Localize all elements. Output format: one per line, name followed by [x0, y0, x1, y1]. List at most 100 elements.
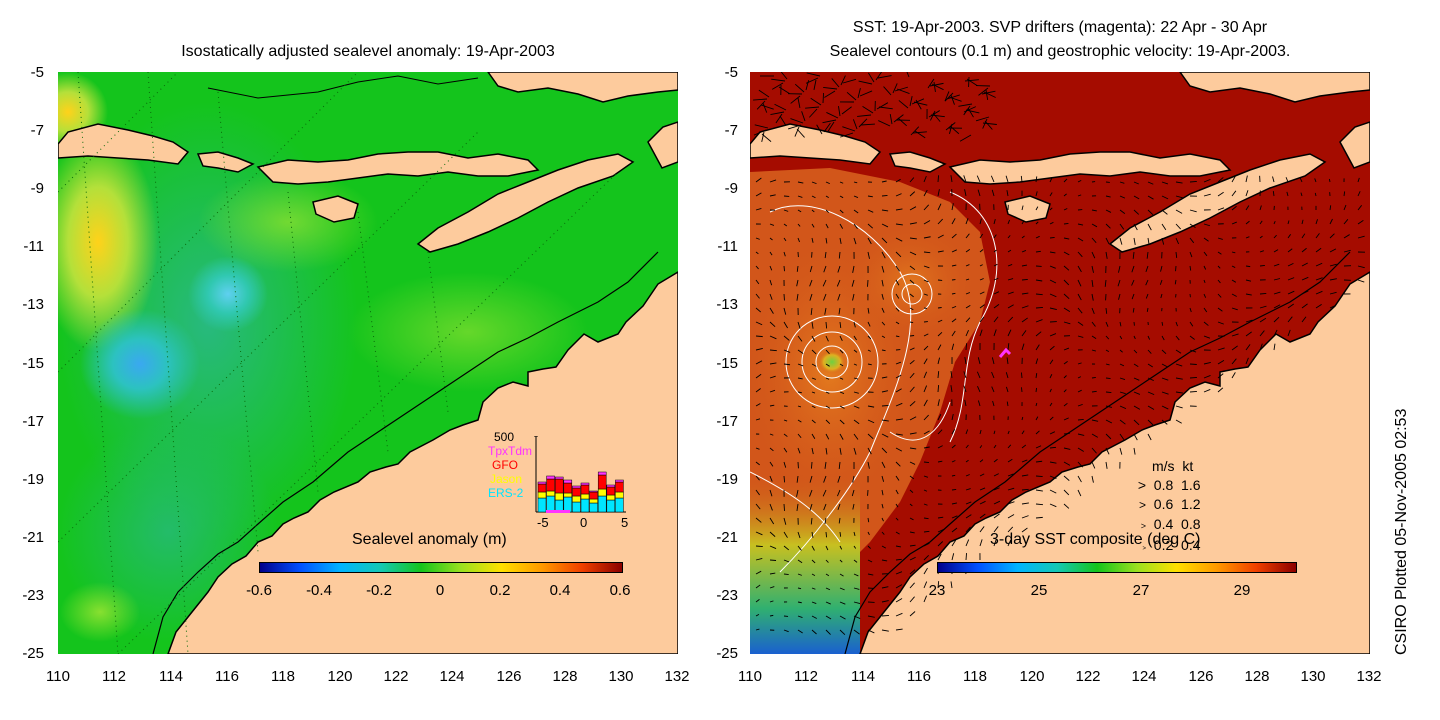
velocity-vector — [1063, 265, 1070, 271]
velocity-vector — [769, 614, 774, 617]
velocity-vector — [965, 304, 971, 309]
velocity-vector — [769, 475, 773, 482]
velocity-vector — [1035, 430, 1040, 435]
inset-xtick-5: 5 — [621, 515, 629, 530]
velocity-vector — [1315, 277, 1323, 281]
velocity-vector — [825, 335, 829, 342]
velocity-vector — [1063, 347, 1070, 351]
velocity-vector — [771, 82, 784, 90]
velocity-vector — [1077, 321, 1084, 326]
velocity-vector — [1105, 363, 1110, 366]
velocity-vector — [783, 475, 786, 483]
velocity-vector — [909, 531, 915, 534]
velocity-vector — [993, 539, 997, 547]
velocity-vector — [1091, 223, 1098, 228]
velocity-vector — [1007, 430, 1010, 435]
velocity-vector — [937, 175, 940, 183]
velocity-vector — [1091, 419, 1099, 422]
velocity-vector — [881, 545, 887, 549]
velocity-vector — [797, 433, 802, 439]
velocity-vector — [979, 473, 985, 477]
velocity-vector — [810, 97, 822, 106]
velocity-vector — [1159, 279, 1163, 285]
velocity-vector — [1217, 321, 1224, 325]
velocity-vector — [937, 319, 943, 323]
velocity-vector — [857, 114, 872, 117]
velocity-vector — [755, 347, 763, 351]
velocity-vector — [963, 105, 971, 116]
velocity-vector — [755, 265, 759, 270]
velocity-vector — [895, 447, 903, 452]
velocity-vector — [898, 100, 909, 109]
velocity-vector — [1273, 316, 1280, 323]
velocity-vector — [909, 279, 915, 284]
velocity-vector — [951, 488, 957, 491]
velocity-vector — [1231, 221, 1237, 225]
velocity-vector — [1035, 516, 1043, 519]
velocity-vector — [923, 220, 931, 225]
velocity-vector — [825, 391, 830, 394]
velocity-vector — [809, 279, 813, 287]
velocity-vector — [1063, 360, 1068, 365]
velocity-vector — [769, 572, 776, 575]
velocity-vector — [755, 475, 760, 481]
velocity-vector — [881, 180, 887, 183]
velocity-vector — [839, 447, 842, 455]
velocity-vector — [951, 305, 957, 309]
velocity-vector — [1217, 237, 1223, 240]
velocity-vector — [965, 292, 971, 295]
velocity-vector — [1245, 344, 1251, 351]
velocity-vector — [816, 124, 823, 135]
velocity-vector — [993, 526, 999, 533]
velocity-vector — [993, 291, 1000, 295]
velocity-vector — [951, 553, 955, 561]
velocity-vector — [993, 430, 996, 435]
inset-bar-segment — [589, 491, 598, 500]
velocity-vector — [1217, 251, 1222, 255]
velocity-vector — [839, 237, 842, 244]
velocity-vector — [1343, 191, 1346, 197]
velocity-vector — [783, 531, 788, 538]
velocity-vector — [1021, 387, 1023, 393]
velocity-vector — [951, 264, 957, 267]
velocity-vector — [813, 79, 817, 90]
velocity-vector — [1091, 293, 1094, 301]
velocity-vector — [909, 206, 917, 211]
velocity-vector — [1175, 349, 1182, 354]
inset-bar-segment — [572, 487, 581, 497]
velocity-vector — [927, 78, 935, 89]
velocity-vector — [839, 629, 846, 635]
velocity-vector — [811, 419, 816, 424]
velocity-vector — [1203, 389, 1211, 393]
velocity-vector — [755, 251, 759, 255]
velocity-vector — [990, 175, 995, 183]
velocity-vector — [875, 72, 883, 81]
velocity-vector — [1285, 177, 1289, 183]
velocity-vector — [979, 445, 983, 449]
velocity-vector — [755, 373, 762, 379]
velocity-vector — [1007, 249, 1012, 253]
velocity-vector — [769, 447, 774, 452]
velocity-vector — [923, 399, 928, 407]
velocity-vector — [1315, 233, 1320, 239]
velocity-vector — [797, 363, 804, 367]
velocity-vector — [1175, 209, 1183, 214]
velocity-vector — [1007, 444, 1012, 449]
velocity-vector — [797, 97, 801, 108]
velocity-vector — [951, 444, 956, 449]
velocity-vector — [810, 517, 813, 525]
velocity-vector — [797, 195, 803, 198]
velocity-vector — [1091, 265, 1094, 273]
velocity-vector — [951, 413, 954, 421]
velocity-vector — [858, 118, 868, 128]
right-map-title-line2: Sealevel contours (0.1 m) and geostrophi… — [829, 43, 1291, 60]
velocity-vector — [1005, 372, 1009, 379]
velocity-vector — [1118, 293, 1121, 300]
velocity-vector — [783, 503, 785, 512]
velocity-vector — [951, 218, 956, 225]
velocity-vector — [775, 113, 783, 124]
velocity-vector — [965, 343, 968, 351]
velocity-vector — [909, 611, 916, 617]
velocity-vector — [923, 517, 929, 520]
velocity-vector — [822, 119, 837, 124]
